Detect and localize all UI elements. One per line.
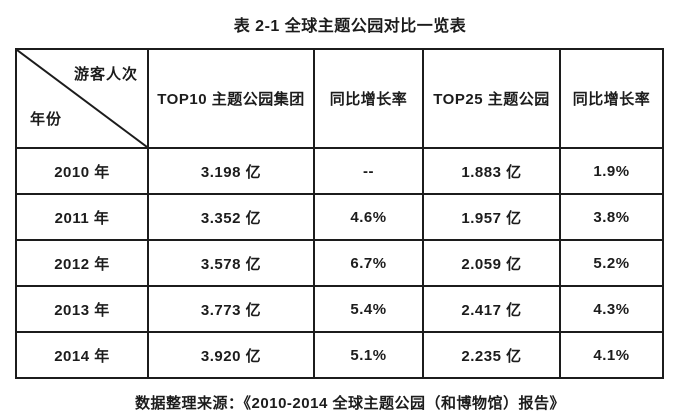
top25-parks-cell: 1.883 亿 (422, 147, 561, 195)
header-row: 游客人次 年份 TOP10 主题公园集团 同比增长率 TOP25 主题公园 同比… (15, 48, 664, 149)
corner-label-visitors: 游客人次 (73, 66, 138, 83)
data-source-note: 数据整理来源：《2010-2014 全球主题公园（和博物馆）报告》 (135, 395, 565, 412)
table-row-2012: 2012 年 3.578 亿 6.7% 2.059 亿 5.2% (15, 239, 664, 287)
top25-growth-cell: 1.9% (559, 147, 664, 195)
table-row-2014: 2014 年 3.920 亿 5.1% 2.235 亿 4.1% (15, 331, 664, 379)
top10-groups-cell: 3.920 亿 (147, 331, 315, 379)
top25-parks-cell: 2.417 亿 (422, 285, 561, 333)
theme-park-comparison-table: 游客人次 年份 TOP10 主题公园集团 同比增长率 TOP25 主题公园 同比… (15, 48, 664, 379)
top25-growth-cell: 4.1% (559, 331, 664, 379)
top10-growth-cell: 5.1% (313, 331, 424, 379)
col-header-yoy-growth-top25: 同比增长率 (559, 48, 664, 149)
col-header-top25-parks: TOP25 主题公园 (422, 48, 561, 149)
top25-growth-cell: 4.3% (559, 285, 664, 333)
top25-parks-cell: 2.235 亿 (422, 331, 561, 379)
year-cell: 2014 年 (15, 331, 149, 379)
top10-groups-cell: 3.578 亿 (147, 239, 315, 287)
top25-parks-cell: 1.957 亿 (422, 193, 561, 241)
top10-growth-cell: -- (313, 147, 424, 195)
top10-growth-cell: 4.6% (313, 193, 424, 241)
top25-parks-cell: 2.059 亿 (422, 239, 561, 287)
year-cell: 2013 年 (15, 285, 149, 333)
diagonal-divider (17, 50, 147, 147)
top10-groups-cell: 3.352 亿 (147, 193, 315, 241)
top25-growth-cell: 5.2% (559, 239, 664, 287)
year-cell: 2012 年 (15, 239, 149, 287)
top10-growth-cell: 5.4% (313, 285, 424, 333)
year-cell: 2010 年 (15, 147, 149, 195)
year-cell: 2011 年 (15, 193, 149, 241)
col-header-top10-groups: TOP10 主题公园集团 (147, 48, 315, 149)
corner-header-cell: 游客人次 年份 (15, 48, 149, 149)
top25-growth-cell: 3.8% (559, 193, 664, 241)
page-title: 表 2-1 全球主题公园对比一览表 (233, 18, 467, 35)
corner-label-year: 年份 (30, 111, 63, 128)
top10-groups-cell: 3.773 亿 (147, 285, 315, 333)
table-row-2013: 2013 年 3.773 亿 5.4% 2.417 亿 4.3% (15, 285, 664, 333)
table-row-2011: 2011 年 3.352 亿 4.6% 1.957 亿 3.8% (15, 193, 664, 241)
col-header-yoy-growth-top10: 同比增长率 (313, 48, 424, 149)
top10-groups-cell: 3.198 亿 (147, 147, 315, 195)
table-row-2010: 2010 年 3.198 亿 -- 1.883 亿 1.9% (15, 147, 664, 195)
top10-growth-cell: 6.7% (313, 239, 424, 287)
